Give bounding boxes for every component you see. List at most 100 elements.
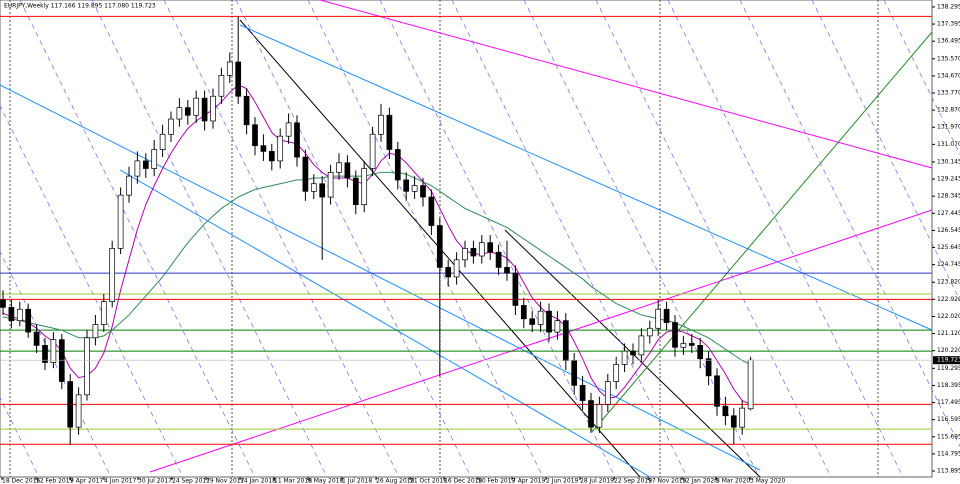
candle-body (369, 133, 376, 169)
x-tick-label: 21 Oct 2018 (410, 478, 447, 484)
candle-body (352, 177, 359, 205)
plot-frame (0, 0, 933, 478)
trend-line (0, 84, 761, 471)
y-tick-label: 127.445 (937, 210, 960, 217)
channel-line (739, 0, 960, 448)
candle-body (630, 350, 636, 356)
candle-body (319, 183, 326, 198)
candle-body (403, 179, 410, 192)
trend-line (149, 209, 933, 473)
candle-body (747, 359, 754, 410)
channel-line (667, 0, 904, 478)
trend-line (591, 31, 933, 433)
last-price-label: 119.723 (937, 357, 960, 364)
candle-body (92, 324, 99, 339)
y-tick-label: 136.495 (937, 38, 960, 45)
channel-line (811, 0, 960, 302)
candle-body (520, 305, 527, 320)
candle-body (201, 97, 208, 122)
candle-body (218, 74, 225, 97)
channel-line (595, 0, 832, 478)
candle-body (243, 95, 250, 126)
y-tick-label: 113.895 (937, 468, 960, 475)
candle-body (571, 360, 578, 386)
x-tick-label: 26 Aug 2018 (376, 478, 415, 484)
candle-body (235, 61, 242, 97)
y-tick-label: 131.970 (937, 124, 960, 131)
y-tick-label: 122.020 (937, 313, 960, 320)
x-tick-label: 2 Jun 2019 (546, 478, 578, 484)
candle-body (714, 375, 720, 407)
candle-body (361, 168, 368, 205)
candle-body (386, 114, 393, 150)
x-tick-label: 11 Mar 2018 (274, 478, 312, 484)
x-tick-label: 19 Nov 2017 (206, 478, 245, 484)
x-tick-label: 10 Feb 2019 (478, 478, 516, 484)
candle-body (596, 403, 603, 428)
candle-body (562, 320, 569, 361)
candle-body (58, 339, 65, 382)
candle-body (109, 248, 116, 302)
candle-body (546, 310, 552, 333)
candle-body (268, 151, 275, 162)
y-tick-label: 131.070 (937, 141, 960, 148)
candle-body (512, 272, 519, 306)
candle-body (436, 225, 443, 268)
y-tick-label: 135.570 (937, 55, 960, 62)
candle-body (478, 242, 485, 257)
x-tick-label: 7 Apr 2019 (512, 478, 545, 484)
candle-body (0, 299, 6, 308)
x-tick-label: 22 Sep 2019 (614, 478, 652, 484)
candle-body (260, 145, 267, 152)
x-tick-label: 6 May 2018 (308, 478, 343, 484)
candle-body (462, 248, 468, 261)
candle-body (210, 95, 216, 122)
x-tick-label: 1 Jul 2018 (342, 478, 372, 484)
candle-body (285, 122, 292, 137)
candle-body (672, 322, 678, 348)
channel-line (379, 0, 616, 478)
y-tick-label: 119.295 (937, 365, 960, 372)
x-tick-label: 4 Jun 2017 (104, 478, 136, 484)
channel-line (91, 0, 328, 478)
candle-body (554, 320, 561, 333)
candle-body (302, 156, 309, 192)
channel-line (163, 0, 400, 478)
y-tick-label: 114.795 (937, 450, 960, 457)
candle-body (193, 97, 200, 116)
trend-line (239, 24, 933, 331)
candle-body (697, 345, 704, 360)
candle-body (730, 415, 737, 428)
candle-body (100, 301, 107, 325)
channel-line (451, 0, 688, 478)
candle-body (722, 405, 729, 417)
candle-body (663, 308, 670, 323)
candle-body (117, 194, 124, 249)
candle-body (420, 185, 426, 198)
candle-body (411, 185, 418, 192)
y-tick-label: 117.495 (937, 399, 960, 406)
candle-body (25, 308, 32, 333)
candle-body (151, 149, 158, 169)
trend-line (319, 0, 933, 169)
candle-body (655, 308, 662, 329)
y-tick-label: 137.395 (937, 21, 960, 28)
chart-title: EURJPY,Weekly 117.166 119.895 117.080 11… (4, 3, 156, 10)
candle-body (252, 124, 258, 147)
candle-body (159, 133, 166, 150)
candle-body (50, 339, 57, 363)
candle-body (638, 335, 645, 356)
candle-body (336, 162, 342, 173)
x-tick-label: 12 Feb 2017 (36, 478, 74, 484)
moving-average (2, 171, 751, 365)
y-tick-label: 121.120 (937, 330, 960, 337)
y-tick-label: 133.770 (937, 90, 960, 97)
candle-body (537, 310, 544, 325)
y-tick-label: 129.245 (937, 176, 960, 183)
x-tick-label: 30 Jul 2017 (138, 478, 172, 484)
candle-body (445, 267, 452, 278)
candle-body (579, 384, 586, 401)
x-tick-label: 12 Jan 2020 (682, 478, 718, 484)
candle-body (588, 400, 594, 428)
